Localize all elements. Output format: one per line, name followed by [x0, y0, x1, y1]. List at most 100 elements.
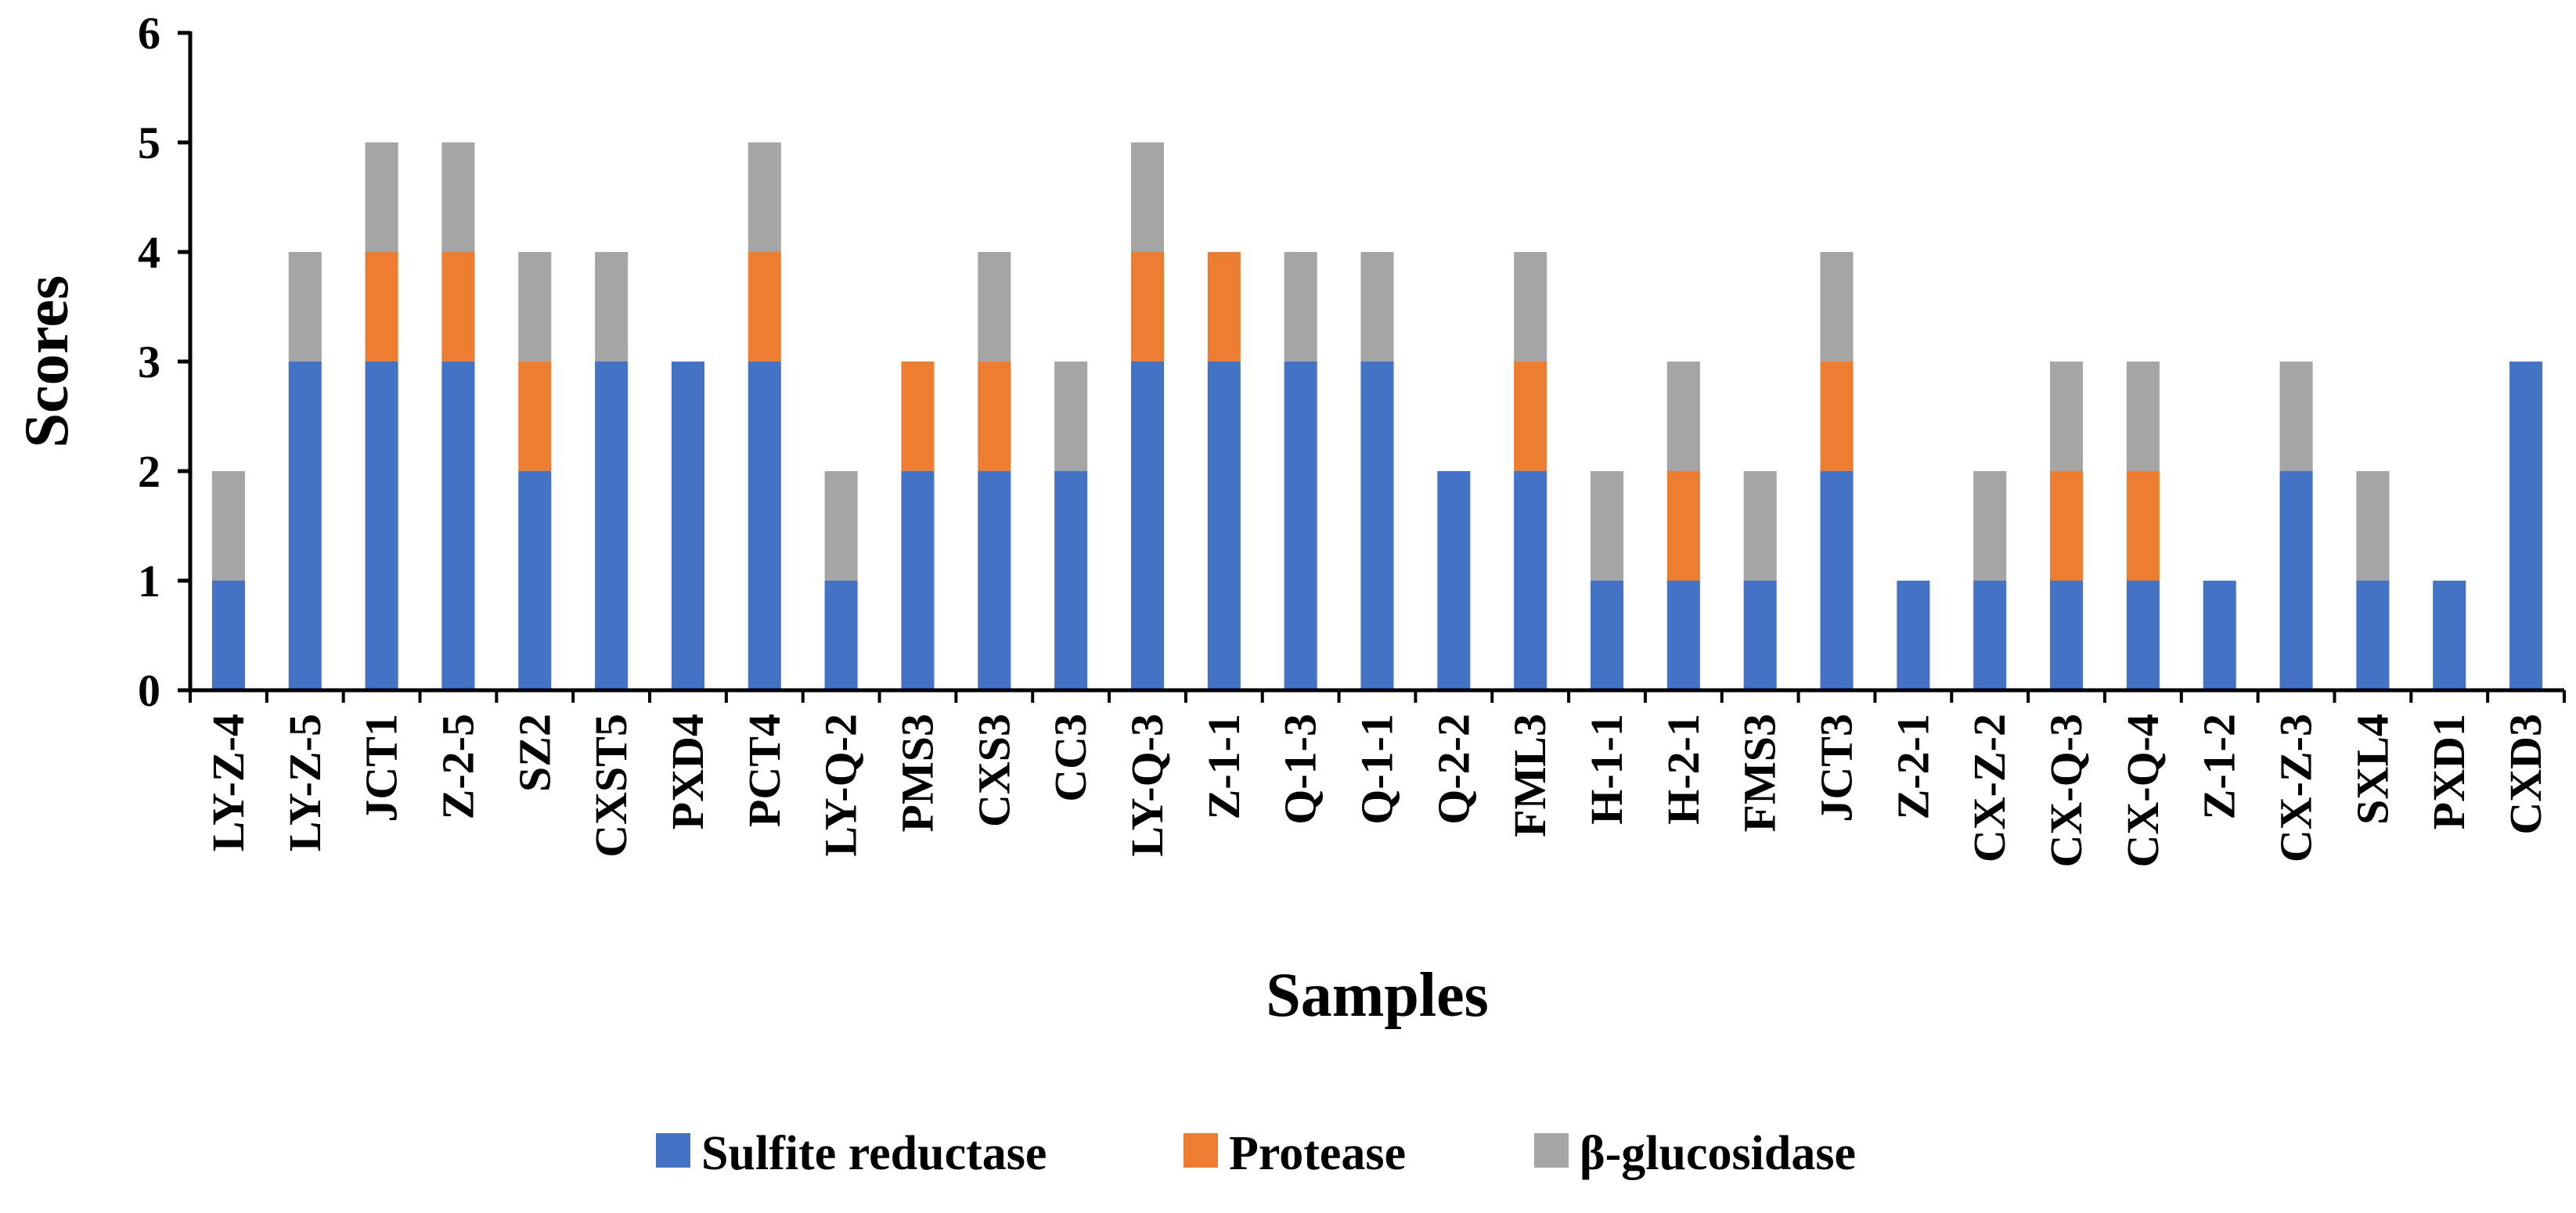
x-tick-label-h-1-1: H-1-1 [1581, 714, 1632, 825]
bar-glucosidase-cx-z-2 [1973, 471, 2007, 581]
axes-layer [178, 31, 2566, 703]
bar-sulfite-reductase-z-1-1 [1207, 362, 1241, 690]
y-tick-label: 5 [138, 117, 160, 168]
bar-glucosidase-pct4 [748, 142, 781, 252]
y-tick-label: 0 [138, 665, 160, 716]
bar-glucosidase-jct3 [1820, 252, 1854, 362]
x-tick-label-cxs3: CXS3 [968, 714, 1019, 827]
bar-sulfite-reductase-pms3 [901, 471, 935, 690]
bar-sulfite-reductase-pxd1 [2433, 581, 2466, 690]
x-tick-label-cc3: CC3 [1045, 714, 1096, 802]
bar-glucosidase-ly-q-2 [824, 471, 858, 581]
bar-glucosidase-ly-z-5 [288, 252, 322, 362]
bar-protease-cxs3 [978, 362, 1011, 471]
bar-sulfite-reductase-ly-z-4 [211, 581, 245, 690]
bar-protease-h-2-1 [1666, 471, 1700, 581]
bar-glucosidase-cc3 [1054, 362, 1088, 471]
legend-label-protease: Protease [1229, 1127, 1406, 1180]
bar-protease-ly-q-3 [1130, 252, 1165, 362]
y-axis-title: Scores [13, 275, 81, 448]
labels-layer: 0 1 2 3 4 5 6 LY-Z-4 LY-Z-5 JCT1 Z-2-5 SZ2 CXST5 PXD4… [138, 8, 2551, 868]
bar-glucosidase-sxl4 [2356, 471, 2390, 581]
bar-glucosidase-jct1 [365, 142, 398, 252]
bar-sulfite-reductase-pxd4 [671, 362, 704, 690]
bar-sulfite-reductase-ly-q-2 [824, 581, 858, 690]
y-tick-label: 6 [138, 8, 160, 59]
bar-glucosidase-cx-q-3 [2050, 362, 2084, 471]
bar-glucosidase-cxs3 [978, 252, 1011, 362]
x-tick-label-pct4: PCT4 [739, 714, 790, 827]
legend-label-glucosidase: β-glucosidase [1580, 1127, 1856, 1180]
y-tick-label: 3 [138, 337, 160, 387]
bar-sulfite-reductase-jct3 [1820, 471, 1854, 690]
x-tick-label-fms3: FMS3 [1735, 714, 1785, 832]
bar-protease-z-1-1 [1207, 252, 1241, 362]
bar-glucosidase-cxst5 [595, 252, 629, 362]
bar-sulfite-reductase-cx-q-3 [2050, 581, 2084, 690]
x-axis-title: Samples [1266, 961, 1489, 1030]
legend-swatch-glucosidase [1534, 1133, 1569, 1168]
x-tick-label-q-1-3: Q-1-3 [1275, 714, 1326, 825]
x-tick-label-z-2-5: Z-2-5 [432, 714, 483, 819]
x-tick-label-z-1-2: Z-1-2 [2194, 714, 2245, 819]
x-tick-label-cx-q-3: CX-Q-3 [2041, 714, 2091, 868]
bar-protease-jct1 [365, 252, 398, 362]
x-tick-label-h-2-1: H-2-1 [1658, 714, 1709, 825]
bar-sulfite-reductase-cx-z-2 [1973, 581, 2007, 690]
bar-sulfite-reductase-q-2-2 [1437, 471, 1471, 690]
bar-protease-jct3 [1820, 362, 1854, 471]
legend-label-sulfite-reductase: Sulfite reductase [701, 1127, 1047, 1180]
bar-glucosidase-z-2-5 [441, 142, 475, 252]
x-tick-label-sz2: SZ2 [509, 714, 560, 792]
x-tick-label-cx-q-4: CX-Q-4 [2117, 714, 2168, 868]
bar-sulfite-reductase-z-2-5 [441, 362, 475, 690]
bar-sulfite-reductase-sz2 [518, 471, 552, 690]
bar-sulfite-reductase-pct4 [748, 362, 781, 690]
x-tick-label-pxd1: PXD1 [2423, 714, 2474, 830]
x-tick-label-cxst5: CXST5 [585, 714, 636, 858]
bar-sulfite-reductase-cxd3 [2509, 362, 2543, 690]
bar-glucosidase-h-1-1 [1590, 471, 1624, 581]
x-tick-label-q-1-1: Q-1-1 [1352, 714, 1403, 825]
bar-glucosidase-ly-z-4 [211, 471, 245, 581]
bar-sulfite-reductase-sxl4 [2356, 581, 2390, 690]
bar-protease-z-2-5 [441, 252, 475, 362]
bar-protease-pct4 [748, 252, 781, 362]
bar-protease-cx-q-3 [2050, 471, 2084, 581]
bar-sulfite-reductase-q-1-1 [1360, 362, 1394, 690]
bar-sulfite-reductase-h-1-1 [1590, 581, 1624, 690]
bars-layer [211, 142, 2543, 690]
bar-sulfite-reductase-fml3 [1514, 471, 1547, 690]
bar-protease-cx-q-4 [2126, 471, 2160, 581]
bar-sulfite-reductase-cxs3 [978, 471, 1011, 690]
x-tick-label-q-2-2: Q-2-2 [1428, 714, 1479, 825]
legend-swatch-sulfite-reductase [656, 1133, 690, 1168]
bar-sulfite-reductase-q-1-3 [1284, 362, 1317, 690]
x-tick-label-ly-q-2: LY-Q-2 [816, 714, 866, 857]
bar-glucosidase-ly-q-3 [1130, 142, 1165, 252]
x-tick-label-cxd3: CXD3 [2500, 714, 2551, 835]
bar-sulfite-reductase-ly-z-5 [288, 362, 322, 690]
y-tick-label: 2 [138, 446, 160, 497]
bar-protease-fml3 [1514, 362, 1547, 471]
bar-protease-pms3 [901, 362, 935, 471]
legend-swatch-protease [1184, 1133, 1218, 1168]
bar-sulfite-reductase-fms3 [1743, 581, 1777, 690]
x-tick-label-jct3: JCT3 [1811, 714, 1862, 822]
x-tick-label-pxd4: PXD4 [662, 714, 713, 830]
legend: Sulfite reductase Protease β-glucosidase [656, 1127, 1856, 1180]
x-tick-label-fml3: FML3 [1504, 714, 1555, 837]
bar-glucosidase-fml3 [1514, 252, 1547, 362]
x-tick-label-ly-z-4: LY-Z-4 [203, 714, 254, 851]
x-tick-label-ly-q-3: LY-Q-3 [1122, 714, 1173, 857]
bar-sulfite-reductase-cx-q-4 [2126, 581, 2160, 690]
bar-glucosidase-cx-q-4 [2126, 362, 2160, 471]
y-tick-label: 1 [138, 556, 160, 606]
bar-glucosidase-cx-z-3 [2279, 362, 2313, 471]
x-tick-label-cx-z-3: CX-Z-3 [2271, 714, 2322, 862]
y-tick-label: 4 [138, 227, 160, 278]
x-tick-label-cx-z-2: CX-Z-2 [1964, 714, 2015, 862]
bar-sulfite-reductase-z-1-2 [2203, 581, 2236, 690]
